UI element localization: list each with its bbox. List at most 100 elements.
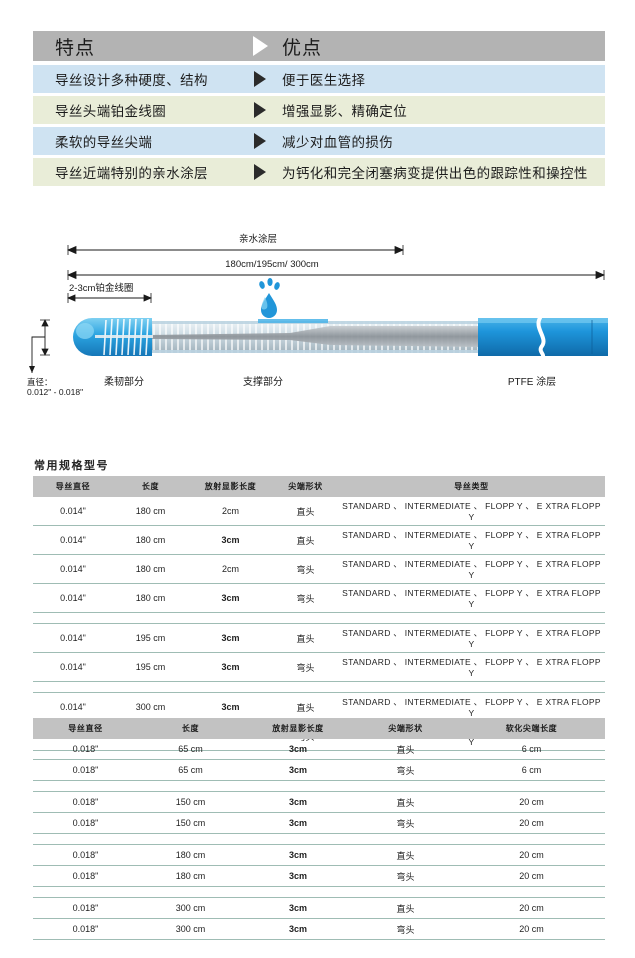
table-row: 0.018" 65 cm 3cm 弯头 6 cm xyxy=(33,759,605,781)
cell-length: 195 cm xyxy=(113,652,188,682)
guidewire-shaft xyxy=(150,319,480,353)
cell-radiopaque: 3cm xyxy=(243,844,353,866)
cell-radiopaque: 3cm xyxy=(188,692,273,722)
features-header-right: 优点 xyxy=(282,37,323,59)
cell-radiopaque: 3cm xyxy=(188,525,273,555)
dimension-platinum-coil: 2-3cm铂金线圈 xyxy=(66,282,153,303)
cell-tip-shape: 直头 xyxy=(273,692,338,722)
spec2-header-radiopaque-length: 放射显影长度 xyxy=(272,724,324,733)
cell-radiopaque: 3cm xyxy=(188,623,273,653)
triangle-right-icon xyxy=(238,164,282,180)
benefit-text: 减少对血管的损伤 xyxy=(282,135,394,150)
spec1-header-length: 长度 xyxy=(141,482,160,491)
total-length-label: 180cm/195cm/ 300cm xyxy=(225,259,319,270)
triangle-right-icon xyxy=(238,71,282,87)
feature-row: 导丝近端特别的亲水涂层 为钙化和完全闭塞病变提供出色的跟踪性和操控性 xyxy=(33,158,605,186)
cell-soft-tip: 20 cm xyxy=(458,865,605,887)
table-group-spacer xyxy=(33,833,605,845)
cell-radiopaque: 2cm xyxy=(188,497,273,526)
table-group-spacer xyxy=(33,886,605,898)
cell-length: 180 cm xyxy=(113,497,188,526)
triangle-right-icon xyxy=(238,102,282,118)
table-row: 0.018" 150 cm 3cm 直头 20 cm xyxy=(33,791,605,813)
hydrophilic-coating-label: 亲水涂层 xyxy=(239,233,277,245)
cell-length: 195 cm xyxy=(113,623,188,653)
cell-tip-shape: 直头 xyxy=(353,844,458,866)
cell-diameter: 0.018" xyxy=(33,812,138,834)
cell-diameter: 0.014" xyxy=(33,554,113,584)
feature-row: 导丝设计多种硬度、结构 便于医生选择 xyxy=(33,65,605,93)
platinum-coil-tip xyxy=(73,318,153,356)
benefit-text: 增强显影、精确定位 xyxy=(282,104,408,119)
table-row: 0.014" 180 cm 3cm 直头 STANDARD 、 INTERMED… xyxy=(33,525,605,555)
cell-wire-type: STANDARD 、 INTERMEDIATE 、 FLOPP Y 、 E XT… xyxy=(338,623,605,653)
cell-diameter: 0.014" xyxy=(33,583,113,613)
dimension-total-length: 180cm/195cm/ 300cm xyxy=(67,259,605,280)
cell-wire-type: STANDARD 、 INTERMEDIATE 、 FLOPP Y 、 E XT… xyxy=(338,525,605,555)
cell-soft-tip: 20 cm xyxy=(458,897,605,919)
cell-length: 300 cm xyxy=(138,918,243,940)
cell-radiopaque: 3cm xyxy=(243,897,353,919)
cell-diameter: 0.018" xyxy=(33,897,138,919)
cell-wire-type: STANDARD 、 INTERMEDIATE 、 FLOPP Y 、 E XT… xyxy=(338,692,605,722)
table-row: 0.018" 180 cm 3cm 直头 20 cm xyxy=(33,844,605,866)
ptfe-label: PTFE 涂层 xyxy=(508,375,556,388)
cell-length: 180 cm xyxy=(138,865,243,887)
spec1-header-diameter: 导丝直径 xyxy=(55,482,91,491)
cell-radiopaque: 3cm xyxy=(243,759,353,781)
cell-radiopaque: 3cm xyxy=(243,812,353,834)
cell-soft-tip: 6 cm xyxy=(458,739,605,760)
table-row: 0.018" 65 cm 3cm 直头 6 cm xyxy=(33,739,605,760)
table-row: 0.018" 150 cm 3cm 弯头 20 cm xyxy=(33,812,605,834)
cell-soft-tip: 20 cm xyxy=(458,918,605,940)
support-section-label: 支撑部分 xyxy=(243,375,283,388)
table-row: 0.014" 195 cm 3cm 弯头 STANDARD 、 INTERMED… xyxy=(33,652,605,682)
feature-text: 导丝头端铂金线圈 xyxy=(55,104,167,119)
cell-tip-shape: 弯头 xyxy=(353,865,458,887)
table-row: 0.014" 195 cm 3cm 直头 STANDARD 、 INTERMED… xyxy=(33,623,605,653)
feature-text: 导丝设计多种硬度、结构 xyxy=(55,73,208,88)
diameter-label-line1: 直径： xyxy=(27,377,53,387)
dimension-diameter: 直径： 0.012" - 0.018" xyxy=(27,319,83,397)
cell-length: 150 cm xyxy=(138,812,243,834)
cell-length: 300 cm xyxy=(138,897,243,919)
ptfe-coated-section xyxy=(478,316,608,358)
cell-length: 180 cm xyxy=(113,583,188,613)
features-benefits-table: 特点 优点 导丝设计多种硬度、结构 便于医生选择 导丝头端铂金线圈 增强显影、精… xyxy=(33,31,605,189)
cell-tip-shape: 弯头 xyxy=(353,759,458,781)
table-row: 0.018" 180 cm 3cm 弯头 20 cm xyxy=(33,865,605,887)
cell-diameter: 0.018" xyxy=(33,759,138,781)
triangle-right-icon xyxy=(238,36,282,56)
cell-length: 180 cm xyxy=(113,525,188,555)
cell-length: 180 cm xyxy=(138,844,243,866)
cell-diameter: 0.014" xyxy=(33,497,113,526)
cell-tip-shape: 弯头 xyxy=(353,812,458,834)
cell-soft-tip: 20 cm xyxy=(458,844,605,866)
cell-tip-shape: 弯头 xyxy=(273,583,338,613)
cell-diameter: 0.018" xyxy=(33,739,138,760)
spec1-header-tip-shape: 尖端形状 xyxy=(288,482,323,491)
cell-radiopaque: 3cm xyxy=(243,918,353,940)
cell-radiopaque: 3cm xyxy=(188,583,273,613)
cell-diameter: 0.014" xyxy=(33,652,113,682)
spec1-header-row: 导丝直径 长度 放射显影长度 尖端形状 导丝类型 xyxy=(33,476,605,497)
guidewire-diagram: 亲水涂层 180cm/195cm/ 300cm 2-3cm铂金线圈 直径： 0.… xyxy=(0,225,635,410)
table-row: 0.014" 180 cm 2cm 直头 STANDARD 、 INTERMED… xyxy=(33,497,605,526)
spec2-header-row: 导丝直径 长度 放射显影长度 尖端形状 软化尖端长度 xyxy=(33,718,605,739)
flexible-section-label: 柔韧部分 xyxy=(104,375,144,388)
cell-diameter: 0.014" xyxy=(33,623,113,653)
triangle-right-icon xyxy=(238,133,282,149)
cell-tip-shape: 弯头 xyxy=(273,554,338,584)
spec-table-2: 导丝直径 长度 放射显影长度 尖端形状 软化尖端长度 0.018" 65 cm … xyxy=(33,718,605,940)
cell-radiopaque: 3cm xyxy=(243,791,353,813)
cell-wire-type: STANDARD 、 INTERMEDIATE 、 FLOPP Y 、 E XT… xyxy=(338,497,605,526)
cell-radiopaque: 3cm xyxy=(188,652,273,682)
benefit-text: 为钙化和完全闭塞病变提供出色的跟踪性和操控性 xyxy=(282,166,588,181)
table-row: 0.014" 180 cm 2cm 弯头 STANDARD 、 INTERMED… xyxy=(33,554,605,584)
table-row: 0.014" 300 cm 3cm 直头 STANDARD 、 INTERMED… xyxy=(33,692,605,722)
features-header-left: 特点 xyxy=(55,37,96,59)
cell-radiopaque: 3cm xyxy=(243,739,353,760)
table-row: 0.014" 180 cm 3cm 弯头 STANDARD 、 INTERMED… xyxy=(33,583,605,613)
cell-diameter: 0.018" xyxy=(33,865,138,887)
diameter-label-line2: 0.012" - 0.018" xyxy=(27,387,83,397)
